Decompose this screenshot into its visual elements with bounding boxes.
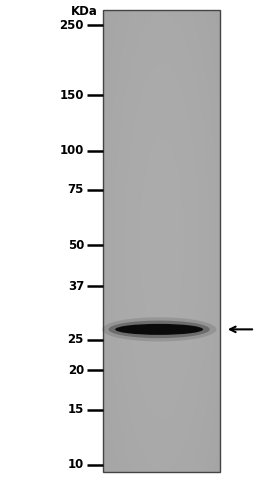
Text: 37: 37 [68,280,84,293]
Text: 15: 15 [68,403,84,416]
Text: 75: 75 [68,183,84,196]
Text: 100: 100 [60,144,84,157]
Text: 50: 50 [68,239,84,252]
Text: KDa: KDa [71,5,98,18]
Ellipse shape [109,321,210,338]
Ellipse shape [115,324,203,335]
Ellipse shape [102,317,216,342]
Text: 25: 25 [68,333,84,346]
Text: 150: 150 [60,89,84,102]
Bar [103,10,220,472]
Text: 250: 250 [60,19,84,32]
Text: 10: 10 [68,459,84,471]
Text: 20: 20 [68,364,84,377]
